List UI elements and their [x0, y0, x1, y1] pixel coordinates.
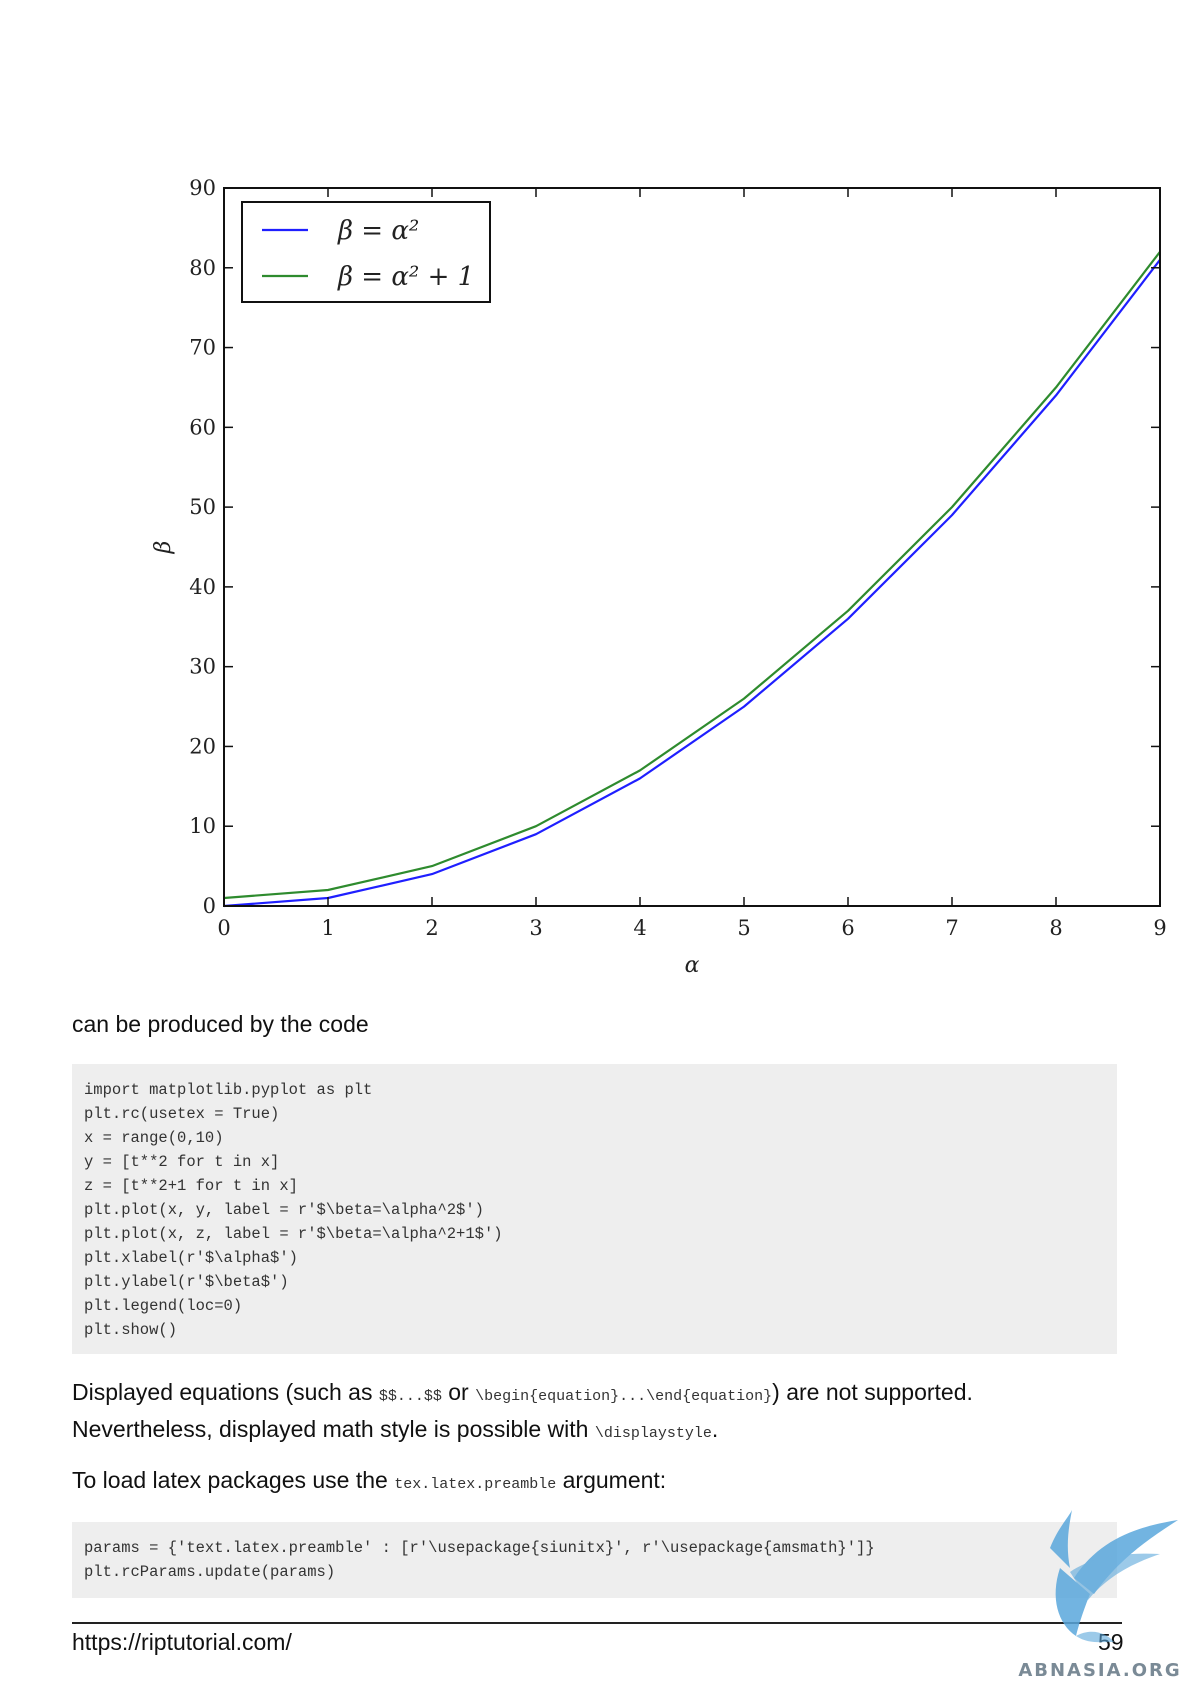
y-tick-label: 10 [189, 814, 216, 838]
y-tick-label: 20 [189, 734, 216, 758]
para2-text-3: ) are not supported. [772, 1379, 973, 1405]
paragraph-displayed-equations: Displayed equations (such as $$...$$ or … [72, 1376, 973, 1450]
code-line: plt.rcParams.update(params) [84, 1563, 336, 1581]
watermark-text: ABNASIA.ORG [1018, 1660, 1181, 1681]
code-line: import matplotlib.pyplot as plt [84, 1081, 373, 1099]
x-tick-label: 6 [841, 916, 854, 940]
y-tick-label: 80 [189, 256, 216, 280]
plot-frame [223, 187, 1161, 907]
code-line: z = [t**2+1 for t in x] [84, 1177, 298, 1195]
y-tick-label: 40 [189, 575, 216, 599]
code-line: plt.plot(x, y, label = r'$\beta=\alpha^2… [84, 1201, 484, 1219]
series-line-0 [223, 259, 1161, 908]
code-line: plt.plot(x, z, label = r'$\beta=\alpha^2… [84, 1225, 503, 1243]
para2-text-1: Displayed equations (such as [72, 1379, 379, 1405]
x-tick-label: 1 [321, 916, 334, 940]
y-tick-label: 0 [203, 894, 216, 918]
code-line: plt.ylabel(r'$\beta$') [84, 1273, 289, 1291]
y-tick-label: 90 [189, 176, 216, 200]
footer-link[interactable]: https://riptutorial.com/ [72, 1629, 292, 1655]
x-tick-label: 9 [1153, 916, 1166, 940]
x-tick-label: 5 [737, 916, 750, 940]
code-line: plt.rc(usetex = True) [84, 1105, 280, 1123]
code-line: plt.legend(loc=0) [84, 1297, 243, 1315]
y-axis-label: β [151, 541, 176, 555]
legend-box [241, 201, 491, 303]
x-tick-label: 7 [945, 916, 958, 940]
x-tick-label: 2 [425, 916, 438, 940]
y-tick-label: 70 [189, 336, 216, 360]
legend-entry-1: β = α² + 1 [337, 262, 474, 292]
legend-entry-0: β = α² [337, 216, 419, 246]
para2-text-5: . [711, 1416, 719, 1442]
intro-text: can be produced by the code [72, 1011, 369, 1037]
code-line: y = [t**2 for t in x] [84, 1153, 280, 1171]
watermark-logo: ABNASIA.ORG [1010, 1508, 1190, 1684]
para3-text-2: argument: [556, 1467, 667, 1493]
code-line: plt.show() [84, 1321, 178, 1339]
x-tick-label: 4 [633, 916, 646, 940]
inline-code-displaystyle: \displaystyle [594, 1425, 712, 1442]
code-line: params = {'text.latex.preamble' : [r'\us… [84, 1539, 875, 1557]
bird-icon [1050, 1510, 1178, 1643]
para3-text-1: To load latex packages use the [72, 1467, 395, 1493]
para2-text-2: or [441, 1379, 476, 1405]
series-line-1 [223, 251, 1161, 900]
code-line: plt.xlabel(r'$\alpha$') [84, 1249, 298, 1267]
para2-text-4: Nevertheless, displayed math style is po… [72, 1416, 595, 1442]
code-block-plot: import matplotlib.pyplot as plt plt.rc(us… [72, 1064, 1117, 1354]
paragraph-load-packages: To load latex packages use the tex.latex… [72, 1464, 666, 1501]
code-block-params: params = {'text.latex.preamble' : [r'\us… [72, 1522, 1117, 1598]
code-line: x = range(0,10) [84, 1129, 224, 1147]
inline-code-equation-env: \begin{equation}...\end{equation} [475, 1388, 773, 1405]
x-tick-label: 3 [529, 916, 542, 940]
x-tick-label: 0 [217, 916, 230, 940]
y-tick-label: 50 [189, 495, 216, 519]
y-tick-label: 30 [189, 655, 216, 679]
y-tick-label: 60 [189, 415, 216, 439]
inline-code-dollars: $$...$$ [378, 1388, 442, 1405]
footer-divider [72, 1622, 1122, 1624]
figure: 0 1 2 3 4 5 6 7 8 9 0 10 20 30 40 50 60 70 80 90 α β β = α² β =… [140, 160, 1180, 990]
x-tick-label: 8 [1049, 916, 1062, 940]
inline-code-preamble: tex.latex.preamble [394, 1476, 557, 1493]
x-axis-label: α [685, 953, 700, 978]
